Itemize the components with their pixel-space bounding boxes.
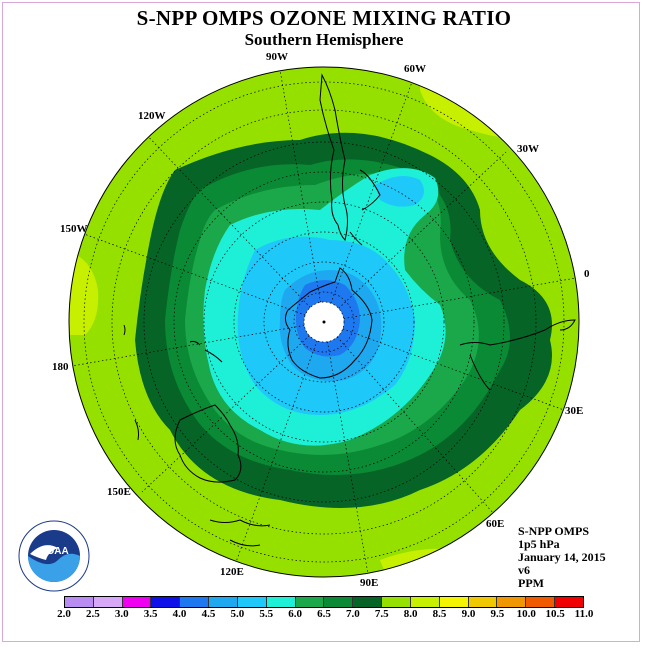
colorbar-tick-label: 4.0 [172,608,187,620]
colorbar-swatch [209,597,238,607]
colorbar-tick-label: 9.0 [461,608,476,620]
lon-label-150w: 150W [60,223,88,235]
map-title: S-NPP OMPS OZONE MIXING RATIO [136,6,512,30]
lon-label-0: 0 [584,268,590,280]
lon-label-90w: 90W [266,51,288,63]
lon-label-60e: 60E [486,518,505,530]
colorbar [64,596,584,608]
colorbar-tick-label: 3.5 [143,608,158,620]
colorbar-swatch [295,597,325,607]
lon-label-30e: 30E [565,405,584,417]
colorbar-tick-label: 9.5 [490,608,505,620]
info-level: 1p5 hPa [518,537,560,551]
colorbar-swatch [555,597,583,607]
coast-new-zealand [189,340,223,363]
coastlines [123,73,576,547]
colorbar-tick-label: 8.5 [432,608,447,620]
info-version: v6 [518,563,530,577]
colorbar-tick-label: 4.5 [201,608,216,620]
info-instrument: S-NPP OMPS [518,524,589,538]
colorbar-tick-label: 8.0 [403,608,418,620]
colorbar-tick-label: 6.5 [317,608,331,620]
info-units: PPM [518,576,544,590]
colorbar-tick-label: 10.0 [516,608,536,620]
figure-frame [2,2,640,642]
colorbar-swatch [93,597,123,607]
lon-label-120w: 120W [138,110,166,122]
colorbar-swatch [526,597,556,607]
lon-label-150e: 150E [107,486,131,498]
coast-south-america [319,73,348,241]
map-boundary [68,66,580,578]
colorbar-ticks: 2.0 2.5 3.0 3.5 4.0 4.5 5.0 5.5 6.0 6.5 7.0 7.5 8.0 8… [57,608,593,622]
colorbar-tick-label: 5.5 [259,608,274,620]
colorbar-swatch [266,597,296,607]
colorbar-swatch [353,597,383,607]
noaa-logo: NOAA [18,520,90,592]
colorbar-swatch [122,597,152,607]
colorbar-swatch [468,597,498,607]
coast-africa [459,319,576,346]
longitude-lines [71,69,577,575]
colorbar-tick-label: 2.5 [86,608,100,620]
contour-5-0-patch [375,176,424,207]
colorbar-tick-label: 5.0 [230,608,245,620]
colorbar-tick-label: 2.0 [57,608,71,620]
latitude-circles [83,81,565,563]
south-pole-marker [322,320,326,324]
colorbar-tick-label: 3.0 [114,608,129,620]
info-block: S-NPP OMPS 1p5 hPa January 14, 2015 v6 P… [518,525,606,590]
colorbar-swatch [382,597,411,607]
map-subtitle: Southern Hemisphere [244,30,404,49]
colorbar-swatch [65,597,94,607]
colorbar-swatch [151,597,181,607]
lon-label-180: 180 [52,361,69,373]
colorbar-tick-label: 10.5 [545,608,565,620]
colorbar-swatch [180,597,210,607]
coast-australia [174,404,242,483]
info-date: January 14, 2015 [518,550,606,564]
colorbar-tick-label: 6.0 [288,608,302,620]
colorbar-swatch [497,597,527,607]
logo-text: NOAA [39,546,68,557]
lon-label-120e: 120E [220,566,244,578]
lon-label-30w: 30W [517,143,539,155]
lon-label-90e: 90E [360,577,379,589]
lon-label-60w: 60W [404,63,426,75]
colorbar-swatch [324,597,354,607]
colorbar-swatch [410,597,440,607]
colorbar-swatch [439,597,469,607]
colorbar-tick-label: 7.0 [346,608,360,620]
colorbar-tick-label: 11.0 [574,608,594,620]
coast-antarctica [284,267,373,379]
colorbar-tick-label: 7.5 [374,608,389,620]
colorbar-swatch [237,597,267,607]
ozone-field [69,67,579,577]
